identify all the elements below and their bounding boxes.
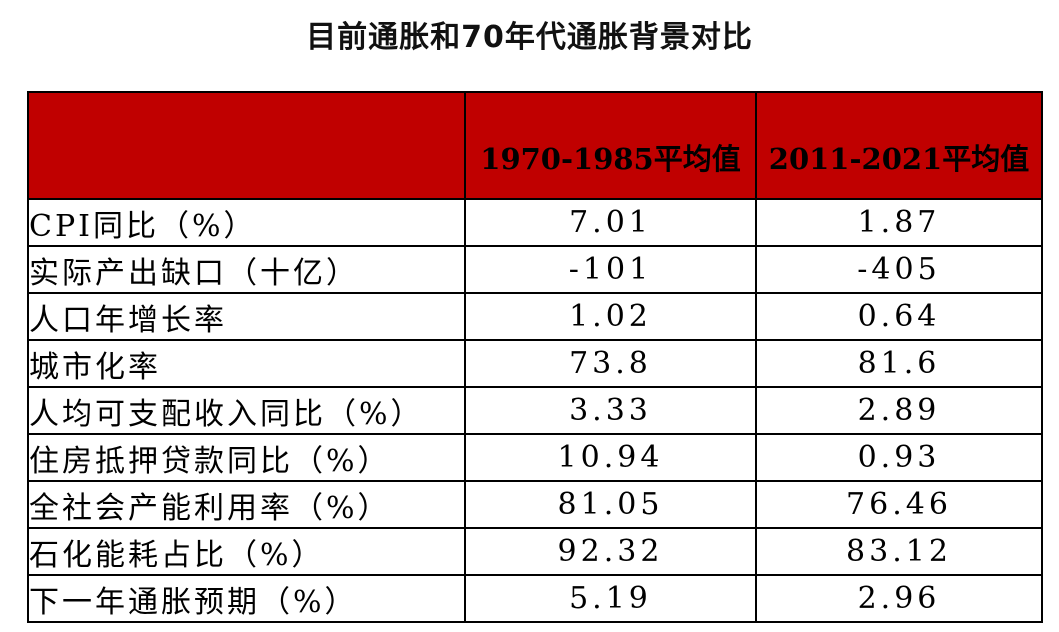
value-1970-1985: 10.94 xyxy=(464,433,757,482)
value-2011-2021: 81.6 xyxy=(755,339,1043,388)
comparison-table: 1970-1985平均值 2011-2021平均值 CPI同比（%） 7.01 … xyxy=(27,91,1043,623)
table-row: 城市化率 73.8 81.6 xyxy=(27,339,1043,388)
value-1970-1985: 1.02 xyxy=(464,292,757,341)
row-label: 住房抵押贷款同比（%） xyxy=(27,433,466,482)
table-row: 人口年增长率 1.02 0.64 xyxy=(27,292,1043,341)
row-label: 全社会产能利用率（%） xyxy=(27,480,466,529)
value-1970-1985: -101 xyxy=(464,245,757,294)
table-header-row: 1970-1985平均值 2011-2021平均值 xyxy=(27,91,1043,200)
table-row: 人均可支配收入同比（%） 3.33 2.89 xyxy=(27,386,1043,435)
header-cell-2011-2021: 2011-2021平均值 xyxy=(755,91,1043,200)
table-row: 实际产出缺口（十亿） -101 -405 xyxy=(27,245,1043,294)
value-1970-1985: 3.33 xyxy=(464,386,757,435)
value-2011-2021: 2.89 xyxy=(755,386,1043,435)
row-label: 实际产出缺口（十亿） xyxy=(27,245,466,294)
value-2011-2021: -405 xyxy=(755,245,1043,294)
table-row: 住房抵押贷款同比（%） 10.94 0.93 xyxy=(27,433,1043,482)
value-1970-1985: 92.32 xyxy=(464,527,757,576)
value-1970-1985: 5.19 xyxy=(464,574,757,623)
header-cell-blank xyxy=(27,91,466,200)
row-label: 人均可支配收入同比（%） xyxy=(27,386,466,435)
row-label: CPI同比（%） xyxy=(27,198,466,247)
table-row: 全社会产能利用率（%） 81.05 76.46 xyxy=(27,480,1043,529)
value-1970-1985: 7.01 xyxy=(464,198,757,247)
table-row: 石化能耗占比（%） 92.32 83.12 xyxy=(27,527,1043,576)
value-2011-2021: 2.96 xyxy=(755,574,1043,623)
row-label: 石化能耗占比（%） xyxy=(27,527,466,576)
page-title: 目前通胀和70年代通胀背景对比 xyxy=(306,20,753,55)
row-label: 下一年通胀预期（%） xyxy=(27,574,466,623)
value-2011-2021: 83.12 xyxy=(755,527,1043,576)
row-label: 人口年增长率 xyxy=(27,292,466,341)
value-1970-1985: 73.8 xyxy=(464,339,757,388)
header-cell-1970-1985: 1970-1985平均值 xyxy=(464,91,757,200)
value-1970-1985: 81.05 xyxy=(464,480,757,529)
value-2011-2021: 0.93 xyxy=(755,433,1043,482)
value-2011-2021: 76.46 xyxy=(755,480,1043,529)
value-2011-2021: 1.87 xyxy=(755,198,1043,247)
row-label: 城市化率 xyxy=(27,339,466,388)
value-2011-2021: 0.64 xyxy=(755,292,1043,341)
table-row: CPI同比（%） 7.01 1.87 xyxy=(27,198,1043,247)
table-row: 下一年通胀预期（%） 5.19 2.96 xyxy=(27,574,1043,623)
